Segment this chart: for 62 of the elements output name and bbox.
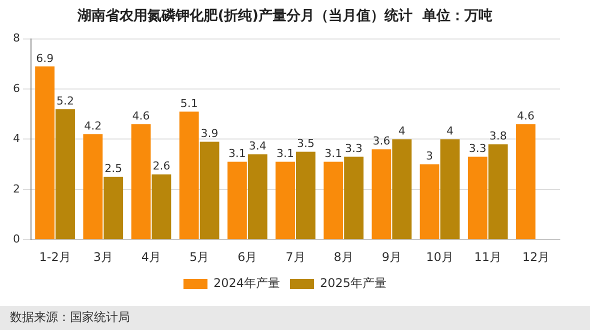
- data-label: 6.9: [36, 52, 54, 65]
- x-tick-label: 7月: [286, 250, 306, 264]
- data-label: 4: [446, 124, 454, 138]
- data-label: 3: [426, 150, 434, 163]
- bar: [440, 139, 460, 240]
- data-label: 3.4: [248, 140, 266, 153]
- bar: [488, 144, 508, 240]
- bar: [200, 142, 220, 240]
- bar: [104, 176, 124, 240]
- bar: [179, 112, 199, 240]
- y-tick-label: 2: [13, 182, 20, 196]
- y-tick-label: 0: [13, 232, 20, 246]
- y-tick-label: 4: [13, 132, 20, 146]
- bar: [56, 109, 75, 240]
- x-tick-label: 11月: [474, 250, 502, 264]
- data-label: 2.5: [104, 162, 122, 176]
- bar: [152, 174, 172, 240]
- bar: [276, 162, 295, 240]
- bar: [344, 156, 364, 240]
- x-tick-label: 5月: [189, 250, 210, 264]
- x-tick-label: 12月: [522, 250, 550, 264]
- data-label: 3.3: [468, 142, 486, 156]
- y-tick-label: 6: [13, 82, 20, 95]
- x-tick-label: 1-2月: [39, 250, 71, 264]
- data-label: 3.1: [276, 147, 294, 160]
- data-label: 5.2: [56, 94, 74, 108]
- data-label: 3.1: [324, 147, 342, 160]
- data-label: 4.6: [516, 110, 534, 122]
- x-tick-label: 8月: [334, 250, 354, 264]
- bar: [372, 149, 392, 240]
- x-tick-label: 4月: [141, 250, 162, 264]
- data-label: 3.6: [372, 134, 390, 148]
- data-label: 4.6: [132, 110, 150, 122]
- bar: [131, 124, 151, 240]
- bar: [420, 164, 440, 240]
- data-label: 4: [398, 124, 406, 138]
- data-label: 4.2: [84, 120, 102, 133]
- bar: [324, 162, 344, 240]
- x-tick-label: 6月: [238, 250, 258, 264]
- legend-label: 2024年产量: [213, 276, 280, 290]
- y-tick-label: 8: [13, 32, 20, 45]
- x-tick-label: 9月: [382, 250, 402, 264]
- bar: [35, 66, 55, 240]
- chart-title: 湖南省农用氮磷钾化肥(折纯)产量分月（当月值）统计 单位：万吨: [76, 7, 492, 24]
- legend-label: 2025年产量: [320, 276, 387, 290]
- data-label: 3.8: [489, 130, 507, 143]
- x-tick-label: 3月: [93, 250, 113, 264]
- data-label: 3.9: [200, 127, 218, 140]
- x-tick-label: 10月: [426, 250, 454, 264]
- bar: [296, 152, 316, 240]
- bar: [248, 154, 268, 240]
- data-label: 3.3: [345, 142, 363, 156]
- source-note: 数据来源：国家统计局: [10, 310, 130, 324]
- bar: [227, 162, 247, 240]
- bar: [516, 124, 536, 240]
- bar: [392, 139, 412, 240]
- data-label: 3.5: [296, 137, 314, 150]
- bar: [83, 134, 103, 240]
- data-label: 2.6: [152, 160, 170, 173]
- data-label: 3.1: [228, 147, 246, 160]
- bar: [468, 156, 488, 240]
- data-label: 5.1: [180, 96, 198, 110]
